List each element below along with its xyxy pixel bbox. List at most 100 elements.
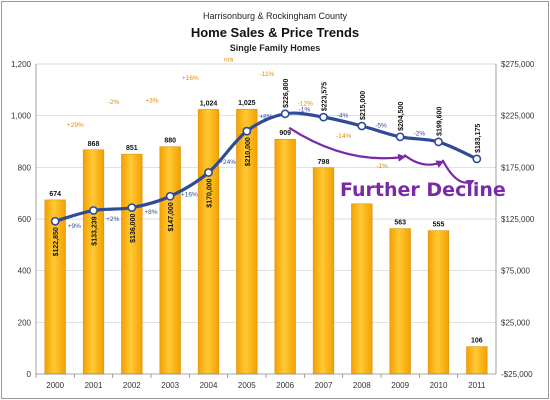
sales-bar (427, 230, 450, 375)
sales-bar (159, 146, 181, 375)
price-value-label: $183,175 (475, 124, 482, 153)
y-left-tick-label: 600 (18, 215, 32, 224)
bar-series (44, 108, 488, 375)
y-left-tick-label: 400 (18, 267, 32, 276)
sales-value-label: 1,025 (238, 100, 256, 107)
x-tick-label: 2003 (161, 381, 179, 390)
price-value-label: $226,800 (283, 79, 290, 108)
sales-value-label: 851 (126, 145, 138, 152)
sales-value-label: 868 (88, 141, 100, 148)
price-change-label: +8% (144, 209, 157, 216)
y-left-tick-label: 1,200 (11, 60, 32, 69)
sales-change-label: +16% (182, 75, 199, 82)
price-point (280, 109, 290, 119)
price-change-label: -1% (299, 106, 311, 113)
further-decline-annotation: Further Decline (288, 126, 506, 201)
sales-value-label: 798 (318, 159, 330, 166)
y-right-tick-label: $125,000 (501, 215, 535, 224)
sales-change-label: -1% (376, 163, 388, 170)
price-point (319, 112, 328, 122)
y-right-tick-label: $25,000 (501, 318, 530, 327)
x-tick-label: 2007 (315, 381, 333, 390)
sales-change-label: -11% (260, 71, 275, 78)
chart-subtitle: Single Family Homes (230, 43, 321, 53)
axes: 0 200 400 600 800 1,000 1,200 -$25,000 $25,000 $7… (11, 60, 535, 390)
price-change-label: +16% (181, 191, 198, 198)
sales-bar (44, 199, 66, 375)
sales-change-label: -2% (108, 99, 120, 106)
y-right-tick-label: $175,000 (501, 163, 535, 172)
price-change-label: +2% (106, 216, 119, 223)
price-change-label: +9% (68, 223, 81, 230)
y-right-tick-label: $275,000 (501, 60, 535, 69)
price-change-label: -2% (414, 130, 426, 137)
sales-change-label: n/a (224, 56, 233, 63)
price-change-label: -5% (375, 122, 387, 129)
price-change-label: +8% (259, 113, 272, 120)
y-left-tick-label: 800 (18, 163, 32, 172)
sales-bar (274, 138, 296, 375)
y-left-tick-label: 1,000 (11, 112, 32, 121)
price-point (165, 191, 175, 201)
sales-change-label: +3% (145, 97, 158, 104)
price-change-label: -4% (337, 113, 349, 120)
price-value-label: $199,600 (437, 107, 444, 136)
price-point (434, 137, 443, 147)
price-value-label: $147,000 (168, 202, 175, 231)
price-point (204, 168, 213, 177)
price-point (357, 121, 367, 131)
chart-top-title: Harrisonburg & Rockingham County (203, 11, 348, 21)
price-value-label: $210,000 (245, 137, 252, 166)
chart-title: Home Sales & Price Trends (191, 25, 359, 40)
price-point (242, 126, 252, 136)
sales-value-label: 555 (433, 222, 445, 229)
sales-bar (197, 109, 220, 375)
decline-arrow (403, 153, 445, 168)
x-tick-label: 2004 (200, 381, 218, 390)
sales-value-label: 563 (394, 220, 406, 227)
sales-bar (82, 149, 105, 375)
y-right-tick-label: $225,000 (501, 112, 535, 121)
x-tick-label: 2009 (391, 381, 409, 390)
data-labels: 674 868 +29% 851 -2% 880 +3% 1,024 +16% 1,025 n/a 9… (49, 56, 482, 344)
x-tick-label: 2000 (46, 381, 64, 390)
x-tick-label: 2010 (430, 381, 448, 390)
grid-lines (36, 63, 496, 323)
price-value-label: $223,575 (322, 82, 329, 111)
sales-value-label: 880 (164, 138, 176, 145)
sales-value-label: 674 (49, 191, 61, 198)
x-tick-label: 2001 (85, 381, 103, 390)
decline-arrow (288, 126, 407, 162)
sales-change-label: +29% (67, 122, 84, 129)
price-change-label: +24% (219, 159, 236, 166)
y-right-tick-label: $75,000 (501, 267, 530, 276)
sales-bar (389, 228, 411, 375)
price-value-label: $122,850 (53, 227, 60, 256)
sales-change-label: -12% (298, 101, 313, 108)
x-tick-label: 2011 (468, 381, 486, 390)
price-value-label: $170,000 (207, 178, 214, 207)
price-point (127, 203, 137, 213)
price-point (395, 132, 405, 142)
price-point (50, 216, 60, 226)
price-value-label: $204,500 (398, 102, 405, 131)
x-tick-label: 2002 (123, 381, 141, 390)
sales-bar (351, 203, 373, 375)
y-left-tick-label: 0 (27, 370, 32, 379)
price-point (472, 154, 482, 164)
y-left-tick-label: 200 (18, 318, 32, 327)
x-tick-label: 2008 (353, 381, 371, 390)
decline-arrow (441, 159, 475, 188)
y-right-tick-label: -$25,000 (501, 370, 533, 379)
sales-value-label: 1,024 (200, 100, 218, 107)
price-value-label: $133,239 (92, 216, 99, 245)
price-value-label: $136,000 (130, 214, 137, 243)
x-tick-label: 2005 (238, 381, 256, 390)
further-decline-text: Further Decline (340, 179, 506, 201)
price-point (89, 206, 98, 215)
sales-value-label: 106 (471, 338, 483, 345)
price-line-series (50, 109, 482, 226)
sales-change-label: -14% (336, 133, 351, 140)
